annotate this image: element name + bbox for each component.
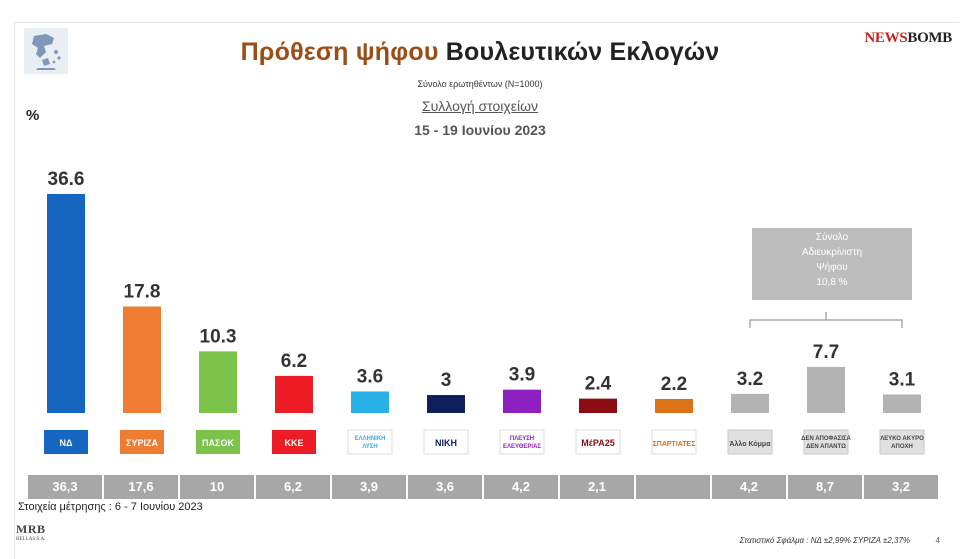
data-label: 2.2 <box>661 374 687 395</box>
party-logo-text: ΔΕΝ ΑΠΟΦΑΣΙΣΑ <box>801 436 851 442</box>
party-logo <box>120 430 164 454</box>
bar <box>275 375 313 413</box>
party-logo <box>651 429 697 455</box>
previous-value <box>636 475 712 499</box>
party-logo <box>272 430 316 454</box>
party-logo <box>423 429 469 455</box>
undecided-bracket <box>749 312 903 328</box>
title-accent: Πρόθεση ψήφου <box>240 38 439 66</box>
party-logo-text: ΝΔ <box>60 438 73 448</box>
bar <box>579 398 617 413</box>
greece-map-icon <box>24 28 68 74</box>
party-logo-text: ΜέΡΑ25 <box>581 438 614 448</box>
party-logo-text: ΛΥΣΗ <box>362 444 377 450</box>
data-label: 17.8 <box>124 281 161 302</box>
collection-label: Συλλογή στοιχείων <box>421 98 539 114</box>
chart-subtitle: Σύνολο ερωτηθέντων (Ν=1000) <box>417 79 543 89</box>
bar <box>47 194 85 413</box>
undecided-line-1: Σύνολο <box>815 232 849 243</box>
data-label: 2.4 <box>585 374 612 395</box>
party-logo-text: ΝΙΚΗ <box>435 438 457 448</box>
party-logo-text: ΛΕΥΚΟ ΑΚΥΡΟ <box>880 436 924 442</box>
data-label: 10.3 <box>200 326 237 347</box>
party-logo <box>499 429 545 455</box>
party-logo-text: Άλλο Κόμμα <box>729 440 771 448</box>
bar <box>199 351 237 413</box>
bar <box>731 393 769 413</box>
newsbomb-logo: NEWSBOMB <box>864 30 952 47</box>
party-logo <box>803 429 849 455</box>
party-logo <box>196 430 240 454</box>
title-rest: Βουλευτικών Εκλογών <box>445 38 720 66</box>
data-label: 36.6 <box>48 169 85 190</box>
previous-value: 3,6 <box>408 475 484 499</box>
brand-left: NEWS <box>864 30 908 46</box>
bar <box>655 399 693 413</box>
mrb-logo: MRB HELLAS S.A. <box>16 522 56 550</box>
undecided-total-box: Σύνολο Αδιευκρίνιστη Ψήφου 10,8 % <box>752 228 912 300</box>
bar <box>883 394 921 413</box>
previous-value: 4,2 <box>484 475 560 499</box>
brand-right: BOMB <box>907 30 952 46</box>
party-logo <box>879 429 925 455</box>
previous-value: 6,2 <box>256 475 332 499</box>
mrb-logo-text: MRB <box>16 522 46 536</box>
party-logo-text: ΠΛΕΥΣΗ <box>510 436 534 442</box>
previous-value: 10 <box>180 475 256 499</box>
party-logo-text: ΔΕΝ ΑΠΑΝΤΩ <box>806 444 846 450</box>
previous-value: 8,7 <box>788 475 864 499</box>
bar <box>351 391 389 413</box>
data-label: 6.2 <box>281 351 307 372</box>
previous-value: 2,1 <box>560 475 636 499</box>
undecided-line-3: Ψήφου <box>816 262 848 273</box>
data-label: 3.9 <box>509 365 535 386</box>
data-label: 3 <box>441 370 452 391</box>
date-range: 15 - 19 Ιουνίου 2023 <box>414 122 546 138</box>
data-label: 7.7 <box>813 342 839 363</box>
party-logo <box>44 430 88 454</box>
previous-value: 3,9 <box>332 475 408 499</box>
party-logo-text: ΑΠΟΧΗ <box>891 444 913 450</box>
party-logo-text: ΕΛΛΗΝΙΚΗ <box>354 436 385 442</box>
statistical-error-note: Στατιστικό Σφάλμα : ΝΔ ±2,99% ΣΥΡΙΖΑ ±2,… <box>739 536 910 545</box>
previous-value: 3,2 <box>864 475 940 499</box>
data-label: 3.2 <box>737 369 763 390</box>
previous-value: 36,3 <box>28 475 104 499</box>
party-logo-text: ΠΑΣΟΚ <box>202 438 234 448</box>
party-logo-text: ΣΠΑΡΤΙΑΤΕΣ <box>653 441 696 448</box>
data-label: 3.6 <box>357 366 383 387</box>
previous-measurement-row: 36,3 17,6 10 6,2 3,9 3,6 4,2 2,1 4,2 8,7… <box>28 475 940 499</box>
bar <box>123 306 161 413</box>
data-label: 3.1 <box>889 369 916 390</box>
party-logo-text: ΕΛΕΥΘΕΡΙΑΣ <box>503 444 541 450</box>
previous-value: 4,2 <box>712 475 788 499</box>
bar <box>503 389 541 413</box>
undecided-line-2: Αδιευκρίνιστη <box>801 247 863 258</box>
page-number: 4 <box>935 536 940 545</box>
party-logo-text: ΣΥΡΙΖΑ <box>126 438 158 448</box>
bar <box>427 395 465 413</box>
party-logo <box>575 429 621 455</box>
mrb-logo-sub: HELLAS S.A. <box>16 537 46 542</box>
previous-value: 17,6 <box>104 475 180 499</box>
party-logo <box>347 429 393 455</box>
party-logo <box>727 429 773 455</box>
bar <box>807 366 845 413</box>
undecided-line-4: 10,8 % <box>816 277 848 288</box>
y-axis-unit: % <box>26 107 40 124</box>
previous-measurement-label: Στοιχεία μέτρησης : 6 - 7 Ιουνίου 2023 <box>18 501 203 513</box>
party-logo-text: ΚΚΕ <box>284 438 303 448</box>
chart-title: Πρόθεση ψήφου Βουλευτικών Εκλογών <box>0 38 960 67</box>
